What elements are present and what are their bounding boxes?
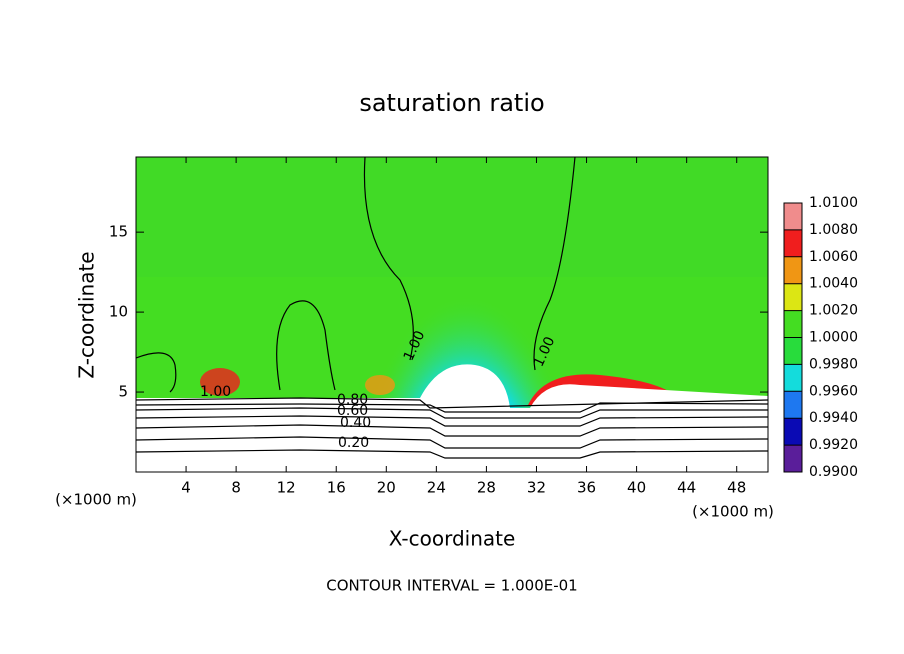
x-tick-label: 36 [577,479,596,497]
x-tick-label: 4 [181,479,191,497]
x-unit-label: (×1000 m) [55,491,137,509]
colorbar-band [784,310,802,338]
colorbar-band [784,203,802,230]
x-tick-label: 28 [477,479,496,497]
colorbar-tick-label: 1.0060 [809,249,858,265]
contour-label: 0.20 [338,435,369,451]
x-tick-label: 24 [427,479,446,497]
colorbar-band [784,229,802,257]
x-tick-label: 12 [277,479,296,497]
footnote: CONTOUR INTERVAL = 1.000E-01 [326,577,577,595]
y-tick-label: 15 [109,223,128,241]
x-tick-label: 20 [377,479,396,497]
x-tick-label: 32 [527,479,546,497]
field [136,157,768,472]
colorbar-tick-label: 0.9900 [809,464,858,480]
colorbar-tick-label: 0.9940 [809,410,858,426]
x-axis-title: X-coordinate [389,527,516,551]
contour-label: 0.60 [337,403,368,419]
contour-label: 0.40 [340,415,371,431]
colorbar-band [784,283,802,311]
y-tick-label: 5 [118,383,128,401]
colorbar-tick-label: 1.0040 [809,276,858,292]
colorbar-band [784,364,802,392]
x-tick-label: 16 [327,479,346,497]
plot-frame [135,156,769,473]
x-tick-label: 40 [627,479,646,497]
colorbar-tick-label: 1.0100 [809,195,858,211]
colorbar-tick-label: 1.0000 [809,330,858,346]
colorbar-band [784,391,802,419]
contour-label: 0.80 [337,392,368,408]
colorbar-band [784,418,802,446]
contour-label: 1.00 [200,384,231,400]
x-tick-label: 48 [727,479,746,497]
colorbar-tick-label: 1.0080 [809,222,858,238]
colorbar-tick-label: 0.9960 [809,383,858,399]
colorbar-tick-label: 0.9980 [809,356,858,372]
x-tick-label: 44 [677,479,696,497]
x-unit-label: (×1000 m) [692,503,774,521]
y-axis-title: Z-coordinate [75,251,99,378]
colorbar-band [784,445,802,472]
colorbar-band [784,337,802,365]
colorbar-tick-label: 0.9920 [809,437,858,453]
chart-title: saturation ratio [359,89,544,117]
colorbar-tick-label: 1.0020 [809,303,858,319]
x-tick-label: 8 [231,479,241,497]
y-tick-label: 10 [109,303,128,321]
colorbar-band [784,256,802,284]
